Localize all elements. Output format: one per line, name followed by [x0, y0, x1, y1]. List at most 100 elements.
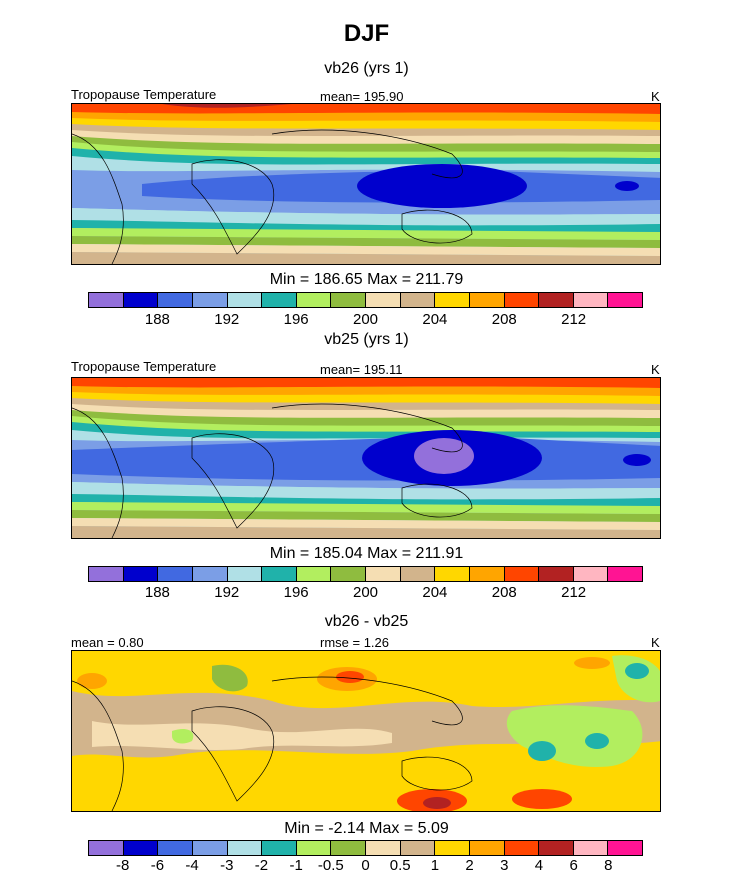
colorbar-swatch	[192, 841, 228, 855]
colorbar-tick-label: 208	[491, 311, 517, 328]
colorbar-tick-label: -8	[116, 857, 130, 874]
colorbar-tick-label: 4	[534, 857, 544, 874]
colorbar-swatch	[400, 567, 436, 581]
colorbar-tick-label: -2	[254, 857, 269, 874]
panel-3-contours	[72, 651, 660, 811]
colorbar-tick-label: 0	[361, 857, 370, 874]
colorbar-swatch	[192, 567, 228, 581]
panel-1-contours	[72, 104, 660, 264]
panel-1-minmax: Min = 186.65 Max = 211.79	[269, 271, 464, 288]
colorbar-tick-label: 212	[561, 584, 587, 601]
colorbar-swatch	[400, 293, 436, 307]
panel-1-subtitle: vb26 (yrs 1)	[324, 60, 409, 77]
colorbar-swatch	[366, 293, 401, 307]
colorbar-tick-label: -0.5	[317, 857, 344, 874]
panel-3-units: K	[651, 635, 660, 650]
panel-1-map	[71, 103, 661, 265]
colorbar-swatch	[435, 567, 470, 581]
panel-2-colorbar	[88, 566, 643, 582]
colorbar-tick-label: 8	[604, 857, 613, 874]
panel-3-colorbar-ticks: -8 -6 -4 -3 -2 -1 -0.5 0 0.5 1 2 3 4 6 8	[88, 857, 643, 877]
panel-2-map	[71, 377, 661, 539]
colorbar-swatch	[262, 293, 297, 307]
colorbar-swatch	[504, 567, 540, 581]
colorbar-tick-label: 196	[283, 584, 309, 601]
panel-3-colorbar	[88, 840, 643, 856]
colorbar-tick-label: 208	[491, 584, 517, 601]
colorbar-swatch	[435, 293, 470, 307]
panel-2-left-label: Tropopause Temperature	[71, 359, 217, 374]
colorbar-swatch	[123, 567, 159, 581]
figure-title: DJF	[343, 20, 390, 47]
colorbar-swatch	[366, 567, 401, 581]
colorbar-swatch	[123, 293, 159, 307]
colorbar-tick-label: 3	[500, 857, 509, 874]
colorbar-swatch	[123, 841, 159, 855]
colorbar-tick-label: 2	[465, 857, 474, 874]
colorbar-swatch	[469, 841, 505, 855]
colorbar-tick-label: 204	[422, 311, 448, 328]
colorbar-swatch	[469, 567, 505, 581]
colorbar-swatch	[331, 567, 366, 581]
colorbar-swatch	[158, 293, 193, 307]
colorbar-swatch	[539, 841, 574, 855]
colorbar-swatch	[89, 841, 124, 855]
colorbar-swatch	[296, 841, 332, 855]
colorbar-swatch	[227, 567, 263, 581]
colorbar-swatch	[331, 293, 366, 307]
colorbar-tick-label: -6	[150, 857, 165, 874]
colorbar-swatch	[504, 293, 540, 307]
colorbar-tick-label: -1	[289, 857, 303, 874]
panel-1-colorbar	[88, 292, 643, 308]
panel-2-colorbar-ticks: 188 192 196 200 204 208 212	[88, 584, 643, 604]
panel-3-map	[71, 650, 661, 812]
colorbar-swatch	[227, 841, 263, 855]
colorbar-swatch	[469, 293, 505, 307]
colorbar-tick-label: 1	[430, 857, 440, 874]
colorbar-swatch	[539, 293, 574, 307]
panel-3-minmax: Min = -2.14 Max = 5.09	[284, 820, 449, 837]
colorbar-swatch	[158, 841, 193, 855]
colorbar-swatch	[296, 567, 332, 581]
colorbar-tick-label: 192	[214, 584, 240, 601]
colorbar-swatch	[573, 293, 609, 307]
colorbar-swatch	[89, 293, 124, 307]
colorbar-tick-label: 188	[144, 584, 170, 601]
colorbar-swatch	[435, 841, 470, 855]
colorbar-tick-label: -4	[185, 857, 199, 874]
colorbar-swatch	[89, 567, 124, 581]
colorbar-tick-label: 196	[283, 311, 309, 328]
colorbar-tick-label: 200	[352, 584, 379, 601]
panel-2-mean-label: mean= 195.11	[320, 362, 403, 377]
colorbar-tick-label: 188	[144, 311, 170, 328]
colorbar-swatch	[504, 841, 540, 855]
panel-1-left-label: Tropopause Temperature	[71, 87, 217, 102]
panel-2-contours	[72, 378, 660, 538]
colorbar-swatch	[608, 841, 642, 855]
colorbar-tick-label: 204	[422, 584, 448, 601]
panel-2-subtitle: vb25 (yrs 1)	[324, 331, 409, 348]
panel-3-subtitle: vb26 - vb25	[324, 613, 409, 630]
colorbar-tick-label: 212	[561, 311, 587, 328]
colorbar-swatch	[539, 567, 574, 581]
panel-1-units: K	[651, 89, 660, 104]
colorbar-tick-label: 192	[214, 311, 240, 328]
colorbar-swatch	[573, 567, 609, 581]
colorbar-tick-label: 0.5	[389, 857, 411, 874]
colorbar-swatch	[400, 841, 436, 855]
panel-2-minmax: Min = 185.04 Max = 211.91	[269, 545, 464, 562]
panel-3-rmse-label: rmse = 1.26	[320, 635, 390, 650]
colorbar-swatch	[158, 567, 193, 581]
colorbar-tick-label: -3	[220, 857, 234, 874]
colorbar-swatch	[573, 841, 609, 855]
panel-1-colorbar-ticks: 188 192 196 200 204 208 212	[88, 311, 643, 331]
colorbar-tick-label: 6	[569, 857, 578, 874]
colorbar-swatch	[366, 841, 401, 855]
colorbar-swatch	[262, 567, 297, 581]
panel-3-mean-label: mean = 0.80	[71, 635, 144, 650]
colorbar-swatch	[227, 293, 263, 307]
colorbar-tick-label: 200	[352, 311, 379, 328]
panel-1-mean-label: mean= 195.90	[320, 89, 404, 104]
panel-2-units: K	[651, 362, 660, 377]
colorbar-swatch	[608, 567, 642, 581]
